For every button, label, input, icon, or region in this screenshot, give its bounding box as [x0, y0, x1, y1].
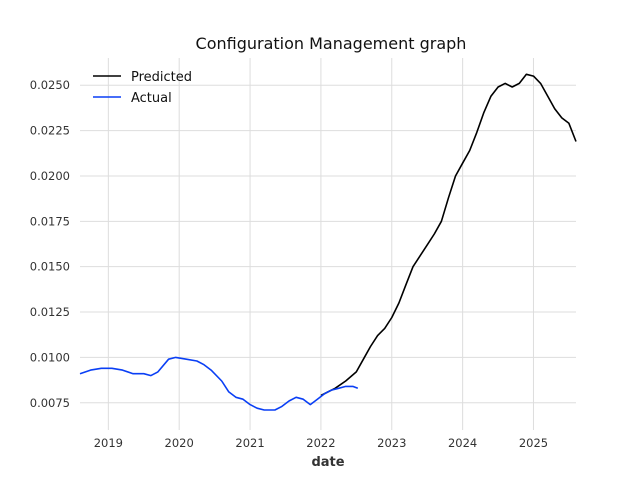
- series-line-predicted: [320, 73, 577, 397]
- y-tick-label: 0.0250: [30, 78, 70, 92]
- legend: Predicted Actual: [93, 70, 192, 106]
- chart-title: Configuration Management graph: [196, 34, 467, 53]
- x-tick-labels: 2019 2020 2021 2022 2023 2024 2025: [94, 436, 548, 450]
- y-tick-label: 0.0200: [30, 169, 70, 183]
- legend-label-predicted: Predicted: [131, 70, 192, 85]
- y-tick-labels: 0.0075 0.0100 0.0125 0.0150 0.0175 0.0200 0.02…: [30, 78, 70, 410]
- y-tick-label: 0.0150: [30, 260, 70, 274]
- y-tick-label: 0.0100: [30, 350, 70, 364]
- x-tick-label: 2023: [377, 436, 406, 450]
- y-tick-label: 0.0075: [30, 396, 70, 410]
- x-axis-label: date: [311, 455, 344, 470]
- x-tick-label: 2020: [165, 436, 194, 450]
- y-tick-label: 0.0175: [30, 214, 70, 228]
- series-line-actual: [79, 356, 359, 411]
- x-tick-label: 2024: [448, 436, 477, 450]
- x-tick-label: 2019: [94, 436, 123, 450]
- grid: [80, 58, 576, 430]
- x-tick-label: 2021: [235, 436, 264, 450]
- legend-label-actual: Actual: [131, 91, 172, 106]
- series-lines: [79, 73, 577, 411]
- y-tick-label: 0.0225: [30, 124, 70, 138]
- x-tick-label: 2022: [306, 436, 335, 450]
- y-tick-label: 0.0125: [30, 305, 70, 319]
- x-tick-label: 2025: [519, 436, 548, 450]
